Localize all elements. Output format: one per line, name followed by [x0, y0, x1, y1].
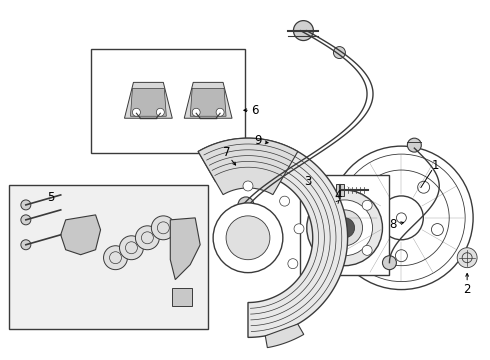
- Text: 7: 7: [223, 145, 231, 159]
- Polygon shape: [171, 218, 200, 280]
- Circle shape: [226, 216, 270, 260]
- Circle shape: [362, 200, 372, 210]
- Circle shape: [333, 46, 345, 59]
- Polygon shape: [130, 88, 166, 116]
- Circle shape: [327, 210, 363, 246]
- Text: 5: 5: [47, 192, 54, 204]
- Circle shape: [216, 108, 224, 116]
- Circle shape: [396, 213, 406, 223]
- Polygon shape: [265, 324, 304, 348]
- Polygon shape: [198, 138, 347, 337]
- Circle shape: [288, 259, 298, 269]
- Circle shape: [132, 108, 141, 116]
- Circle shape: [21, 215, 31, 225]
- Circle shape: [135, 226, 159, 250]
- Circle shape: [317, 246, 327, 255]
- Circle shape: [156, 108, 164, 116]
- Bar: [300, 175, 390, 275]
- Bar: [91, 49, 245, 153]
- Circle shape: [307, 190, 383, 266]
- Circle shape: [457, 248, 477, 268]
- Circle shape: [407, 138, 421, 152]
- Circle shape: [151, 216, 175, 240]
- Polygon shape: [61, 215, 100, 255]
- Text: 9: 9: [254, 134, 262, 147]
- Circle shape: [238, 197, 254, 213]
- Text: 1: 1: [432, 158, 439, 172]
- Circle shape: [192, 108, 200, 116]
- Polygon shape: [190, 88, 226, 116]
- Circle shape: [294, 21, 314, 41]
- Circle shape: [383, 256, 396, 270]
- Circle shape: [213, 203, 283, 273]
- Bar: [336, 184, 343, 196]
- Circle shape: [431, 224, 443, 235]
- Bar: [172, 288, 192, 306]
- Polygon shape: [198, 138, 298, 195]
- Text: 8: 8: [390, 218, 397, 231]
- Circle shape: [395, 250, 407, 262]
- Circle shape: [21, 240, 31, 250]
- Circle shape: [21, 200, 31, 210]
- Bar: [9, 185, 208, 329]
- Circle shape: [317, 200, 372, 256]
- Circle shape: [243, 181, 253, 191]
- Circle shape: [335, 218, 355, 238]
- Text: 6: 6: [251, 104, 259, 117]
- Polygon shape: [124, 82, 172, 118]
- Circle shape: [317, 200, 327, 210]
- Circle shape: [294, 224, 304, 234]
- Circle shape: [373, 181, 385, 193]
- Circle shape: [280, 196, 290, 206]
- Circle shape: [120, 236, 144, 260]
- Circle shape: [417, 181, 430, 193]
- Circle shape: [360, 224, 371, 235]
- Text: 4: 4: [334, 189, 342, 202]
- Polygon shape: [184, 82, 232, 118]
- Circle shape: [103, 246, 127, 270]
- Text: 2: 2: [464, 283, 471, 296]
- Text: 3: 3: [304, 175, 312, 189]
- Circle shape: [362, 246, 372, 255]
